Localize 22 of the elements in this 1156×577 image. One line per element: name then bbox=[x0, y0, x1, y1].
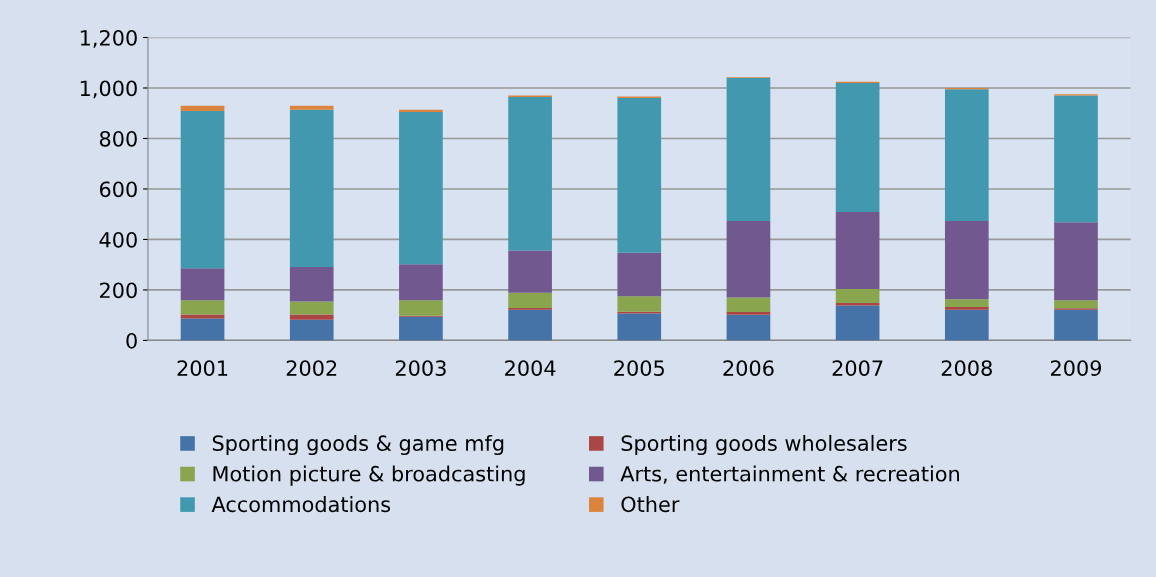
x-tick-label: 2004 bbox=[505, 360, 556, 376]
legend-label: Accommodations bbox=[211, 496, 391, 513]
legend-label: Arts, entertainment & recreation bbox=[620, 465, 959, 484]
legend-label: Motion picture & broadcasting bbox=[213, 465, 525, 486]
y-tick-label: 1,200 bbox=[80, 29, 137, 48]
x-tick-label: 2007 bbox=[832, 360, 883, 376]
y-tick-label: 800 bbox=[99, 130, 137, 147]
x-tick-label: 2005 bbox=[614, 360, 664, 376]
x-tick-label: 2006 bbox=[723, 360, 774, 376]
y-tick-label: 1,000 bbox=[80, 80, 137, 99]
x-tick-label: 2002 bbox=[286, 360, 337, 376]
x-tick-label: 2003 bbox=[395, 360, 446, 376]
x-tick-label: 2008 bbox=[941, 360, 992, 376]
legend-label: Other bbox=[621, 496, 680, 513]
y-tick-label: 200 bbox=[100, 282, 137, 299]
y-tick-label: 400 bbox=[99, 231, 137, 248]
y-tick-label: 600 bbox=[99, 181, 137, 198]
legend-label: Sporting goods & game mfg bbox=[212, 434, 504, 456]
legend-label: Sporting goods wholesalers bbox=[621, 434, 907, 456]
x-tick-label: 2009 bbox=[1051, 360, 1102, 376]
y-tick-label: 0 bbox=[126, 332, 137, 349]
x-tick-label: 2001 bbox=[177, 360, 228, 376]
